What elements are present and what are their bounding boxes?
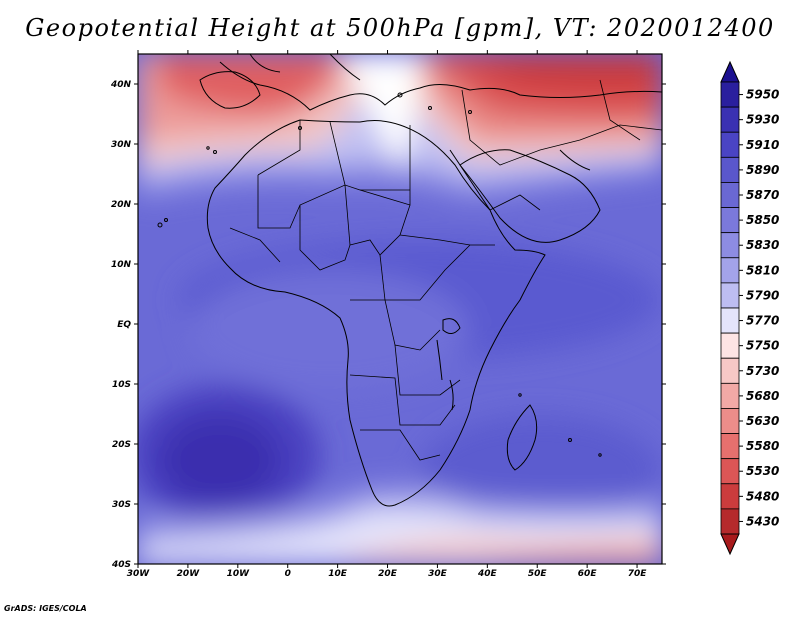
colorbar-label: 5730 bbox=[746, 364, 779, 378]
x-tick-label: 40E bbox=[477, 569, 498, 579]
x-tick-label: 70E bbox=[628, 569, 648, 579]
colorbar: 5950 5930 5910 5890 5870 5850 5830 5810 5790 5770… bbox=[720, 60, 779, 556]
colorbar-swatch bbox=[720, 257, 740, 284]
colorbar-label: 5830 bbox=[746, 238, 779, 252]
x-tick-label: 10E bbox=[328, 569, 348, 579]
colorbar-swatch bbox=[720, 408, 740, 434]
colorbar-label: 5890 bbox=[746, 163, 779, 177]
x-tick-label: 30W bbox=[127, 569, 151, 579]
colorbar-swatch bbox=[720, 106, 740, 133]
y-tick-label: 30S bbox=[112, 500, 131, 510]
x-axis-ticks: 30W 20W 10W 0 10E 20E 30E 40E 50E 60E 70E bbox=[127, 50, 647, 579]
colorbar-label: 5790 bbox=[746, 288, 779, 302]
y-tick-label: 10S bbox=[112, 380, 131, 390]
colorbar-swatch bbox=[720, 282, 740, 309]
colorbar-swatch bbox=[720, 357, 740, 384]
plot-frame bbox=[137, 53, 663, 565]
x-tick-label: 0 bbox=[285, 569, 291, 579]
colorbar-swatch bbox=[720, 382, 740, 409]
colorbar-swatch bbox=[720, 81, 740, 108]
colorbar-swatch bbox=[720, 156, 740, 183]
map-title: Geopotential Height at 500hPa [gpm], VT:… bbox=[25, 14, 775, 42]
colorbar-bottom-arrow bbox=[720, 533, 740, 556]
colorbar-swatch bbox=[720, 307, 740, 334]
colorbar-label: 5910 bbox=[746, 138, 779, 152]
colorbar-label: 5680 bbox=[746, 389, 779, 403]
x-tick-label: 50E bbox=[528, 569, 548, 579]
colorbar-label: 5810 bbox=[746, 263, 779, 277]
x-tick-label: 10W bbox=[227, 569, 251, 579]
y-tick-label: 10N bbox=[111, 260, 132, 270]
x-tick-label: 30E bbox=[428, 569, 448, 579]
colorbar-label: 5430 bbox=[746, 514, 779, 528]
y-tick-label: 30N bbox=[111, 140, 132, 150]
y-tick-label: 40S bbox=[111, 560, 131, 570]
colorbar-label: 5770 bbox=[746, 314, 779, 328]
x-tick-label: 20E bbox=[378, 569, 398, 579]
colorbar-label: 5580 bbox=[746, 439, 779, 453]
y-tick-label: EQ bbox=[117, 320, 131, 330]
colorbar-label: 5950 bbox=[746, 88, 779, 102]
colorbar-label: 5530 bbox=[746, 464, 779, 478]
y-tick-label: 20S bbox=[112, 440, 131, 450]
colorbar-swatch bbox=[720, 508, 740, 535]
colorbar-swatch bbox=[720, 131, 740, 158]
y-tick-label: 40N bbox=[110, 80, 132, 90]
x-tick-label: 20W bbox=[177, 569, 201, 579]
colorbar-label: 5930 bbox=[746, 113, 779, 127]
country-borders bbox=[229, 79, 662, 461]
colorbar-swatch bbox=[720, 207, 740, 234]
coastlines bbox=[157, 54, 662, 507]
colorbar-label: 5750 bbox=[746, 339, 779, 353]
colorbar-label: 5480 bbox=[746, 489, 779, 503]
colorbar-label: 5870 bbox=[746, 188, 779, 202]
colorbar-top-arrow bbox=[720, 60, 740, 83]
x-tick-label: 60E bbox=[578, 569, 598, 579]
colorbar-label: 5850 bbox=[746, 213, 779, 227]
y-axis-ticks: 40N 30N 20N 10N EQ 10S 20S 30S 40S bbox=[110, 80, 666, 570]
colorbar-swatch bbox=[720, 433, 740, 460]
geopotential-field bbox=[138, 54, 662, 564]
colorbar-swatch bbox=[720, 332, 740, 359]
colorbar-swatch bbox=[720, 182, 740, 208]
colorbar-label: 5630 bbox=[746, 414, 779, 428]
colorbar-swatch bbox=[720, 483, 740, 510]
y-tick-label: 20N bbox=[111, 200, 132, 210]
footer-credit: GrADS: IGES/COLA bbox=[4, 604, 87, 613]
colorbar-swatch bbox=[720, 458, 740, 485]
colorbar-swatch bbox=[720, 232, 740, 259]
